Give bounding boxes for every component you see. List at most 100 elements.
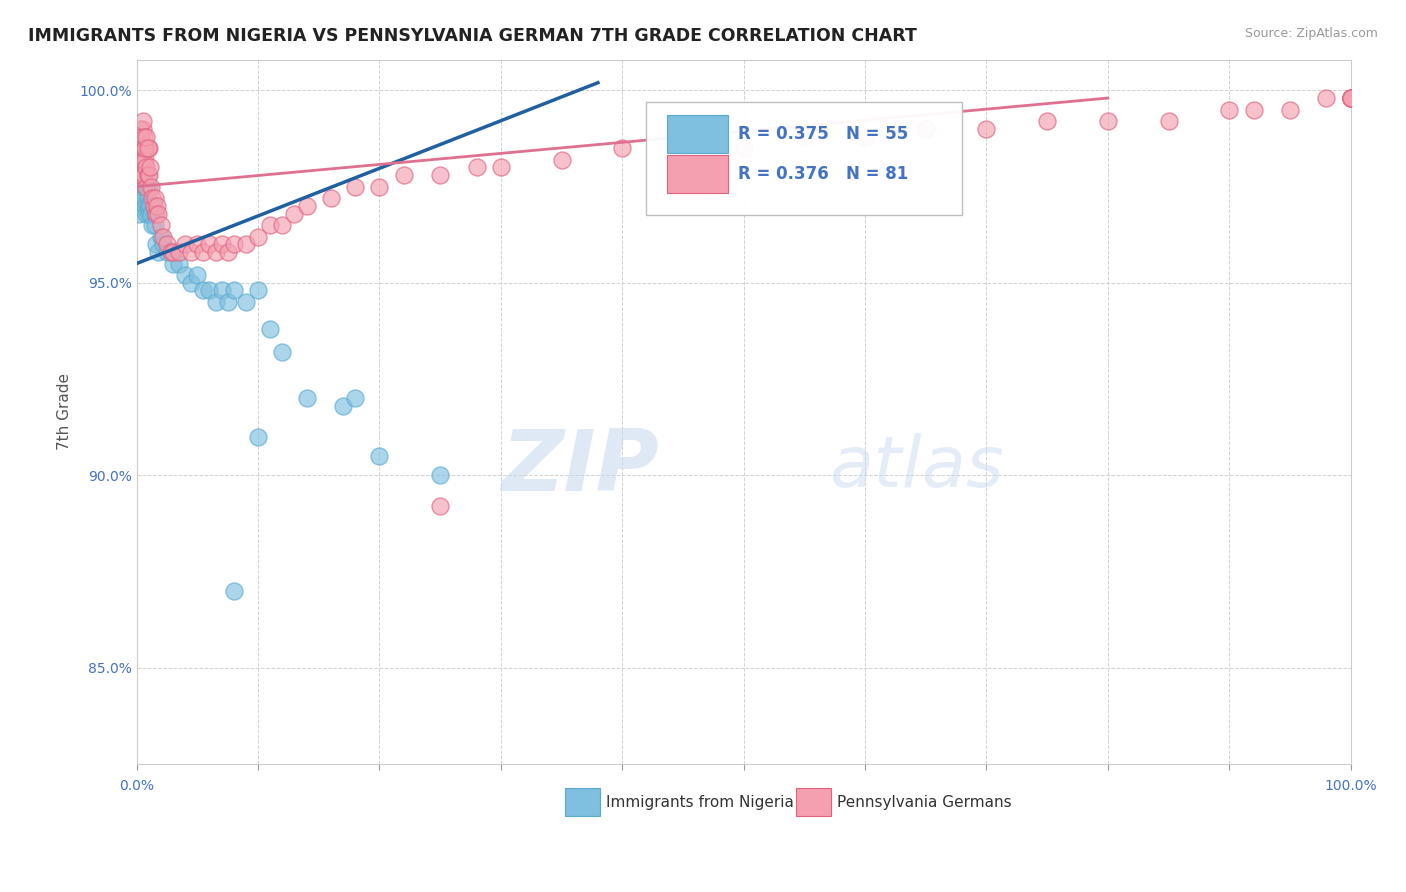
- Point: [129, 129, 152, 144]
- Text: Pennsylvania Germans: Pennsylvania Germans: [837, 795, 1012, 810]
- Point: [174, 268, 197, 282]
- Point: [132, 141, 155, 155]
- Point: [131, 183, 153, 197]
- Point: [295, 391, 318, 405]
- Point: [247, 430, 270, 444]
- Point: [1218, 103, 1240, 117]
- Point: [131, 168, 153, 182]
- Point: [136, 191, 159, 205]
- Point: [1278, 103, 1301, 117]
- Point: [129, 168, 152, 182]
- Point: [131, 121, 153, 136]
- Point: [132, 191, 155, 205]
- Point: [128, 168, 150, 182]
- Text: IMMIGRANTS FROM NIGERIA VS PENNSYLVANIA GERMAN 7TH GRADE CORRELATION CHART: IMMIGRANTS FROM NIGERIA VS PENNSYLVANIA …: [28, 27, 917, 45]
- Point: [135, 161, 157, 175]
- Point: [132, 129, 155, 144]
- Point: [259, 322, 281, 336]
- Point: [128, 141, 150, 155]
- Point: [131, 176, 153, 190]
- Point: [143, 206, 166, 220]
- Point: [976, 121, 998, 136]
- Point: [131, 141, 153, 155]
- Point: [162, 256, 184, 270]
- Text: ZIP: ZIP: [501, 426, 658, 509]
- Point: [135, 206, 157, 220]
- Point: [134, 199, 156, 213]
- Point: [141, 218, 163, 232]
- Point: [672, 141, 695, 155]
- Point: [131, 141, 153, 155]
- Point: [222, 583, 245, 598]
- Point: [1340, 91, 1362, 105]
- Point: [295, 199, 318, 213]
- Point: [429, 499, 451, 513]
- Point: [1157, 114, 1180, 128]
- Point: [193, 284, 215, 298]
- Text: Source: ZipAtlas.com: Source: ZipAtlas.com: [1244, 27, 1378, 40]
- Point: [180, 276, 202, 290]
- Point: [489, 161, 512, 175]
- Point: [429, 468, 451, 483]
- Point: [128, 191, 150, 205]
- Point: [135, 129, 157, 144]
- Point: [217, 244, 239, 259]
- Point: [141, 206, 163, 220]
- FancyBboxPatch shape: [796, 789, 831, 816]
- Point: [139, 199, 162, 213]
- Point: [368, 179, 391, 194]
- Point: [142, 199, 165, 213]
- Point: [152, 229, 174, 244]
- Point: [1340, 91, 1362, 105]
- Point: [162, 244, 184, 259]
- Point: [222, 284, 245, 298]
- Point: [143, 218, 166, 232]
- Point: [465, 161, 488, 175]
- Point: [136, 141, 159, 155]
- Text: 100.0%: 100.0%: [1324, 779, 1376, 793]
- Text: R = 0.375   N = 55: R = 0.375 N = 55: [738, 125, 908, 144]
- Point: [129, 161, 152, 175]
- Point: [141, 179, 163, 194]
- Point: [141, 191, 163, 205]
- Text: Immigrants from Nigeria: Immigrants from Nigeria: [606, 795, 794, 810]
- Point: [1036, 114, 1059, 128]
- Point: [139, 161, 162, 175]
- Point: [128, 206, 150, 220]
- Point: [368, 449, 391, 463]
- Point: [283, 206, 305, 220]
- Point: [204, 295, 226, 310]
- Point: [612, 141, 634, 155]
- Point: [204, 244, 226, 259]
- FancyBboxPatch shape: [647, 102, 962, 214]
- Point: [131, 153, 153, 167]
- Point: [138, 206, 160, 220]
- Point: [1340, 91, 1362, 105]
- Point: [138, 168, 160, 182]
- Point: [132, 161, 155, 175]
- Point: [135, 179, 157, 194]
- Point: [148, 206, 170, 220]
- Point: [135, 179, 157, 194]
- Point: [319, 191, 342, 205]
- Point: [134, 153, 156, 167]
- Point: [127, 199, 149, 213]
- Point: [131, 114, 153, 128]
- Point: [136, 168, 159, 182]
- Point: [247, 229, 270, 244]
- FancyBboxPatch shape: [565, 789, 600, 816]
- Point: [1315, 91, 1337, 105]
- Point: [134, 168, 156, 182]
- Point: [235, 237, 257, 252]
- Point: [1340, 91, 1362, 105]
- Point: [1097, 114, 1119, 128]
- Point: [138, 179, 160, 194]
- Point: [132, 179, 155, 194]
- Point: [180, 244, 202, 259]
- Point: [198, 284, 221, 298]
- Point: [344, 391, 367, 405]
- Point: [167, 244, 190, 259]
- Point: [198, 237, 221, 252]
- Point: [271, 345, 294, 359]
- Point: [247, 284, 270, 298]
